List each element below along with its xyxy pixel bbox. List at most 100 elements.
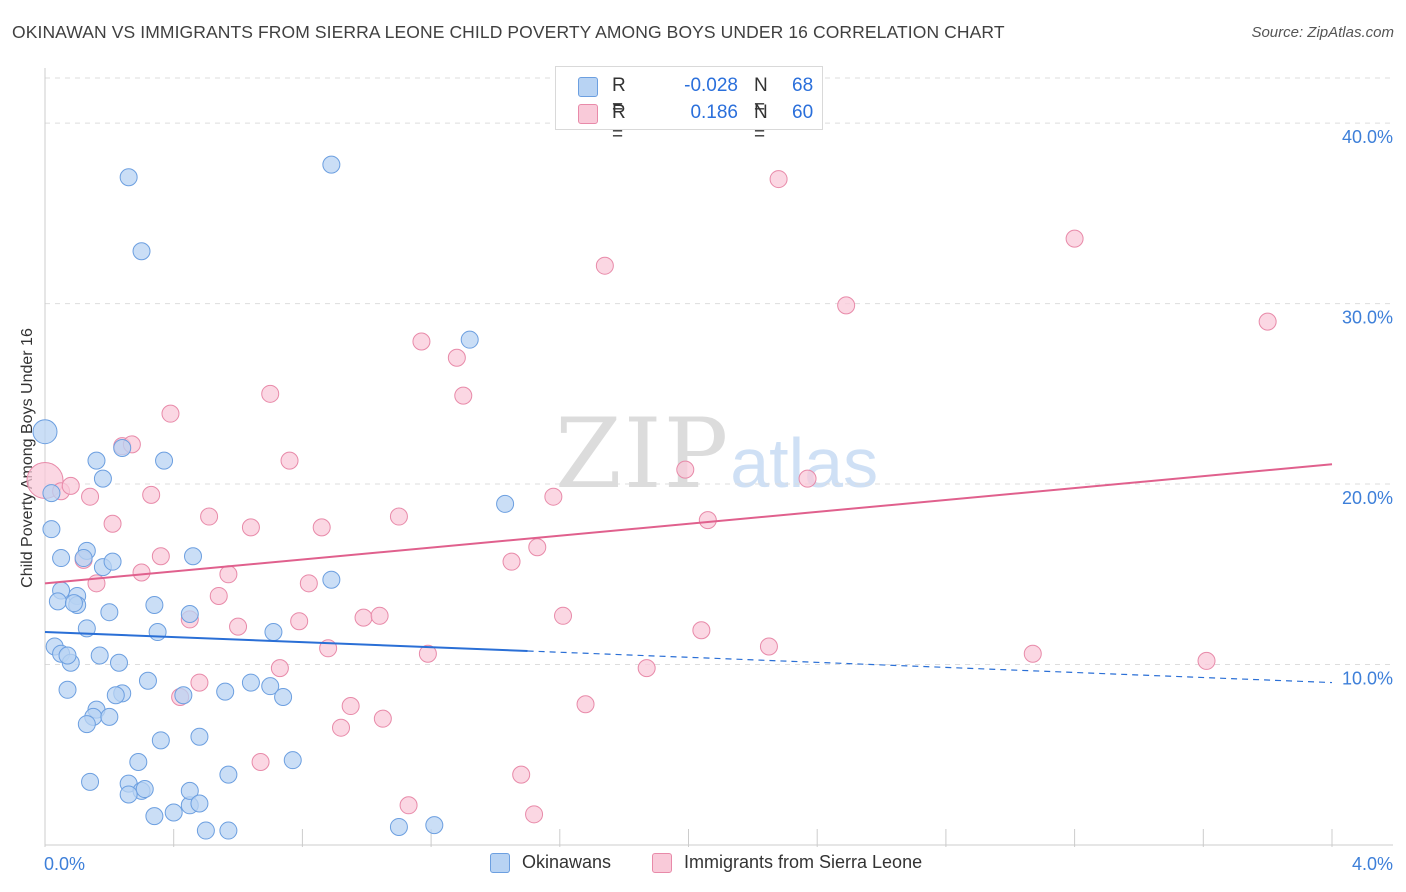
okinawan-point <box>180 604 199 623</box>
okinawan-trendline <box>44 631 528 652</box>
sierra-leone-point <box>769 170 788 189</box>
okinawan-point <box>216 682 235 701</box>
sierra-leone-point <box>447 348 466 367</box>
okinawan-point <box>322 155 341 174</box>
source-credit: Source: ZipAtlas.com <box>1251 24 1394 41</box>
n-label: N = <box>754 102 768 145</box>
sierra-leone-point <box>525 805 544 824</box>
sierra-leone-point <box>759 637 778 656</box>
watermark: ZIPatlas <box>555 398 878 510</box>
okinawan-point <box>110 653 129 672</box>
sierra-leone-point <box>692 621 711 640</box>
sierra-leone-point <box>103 514 122 533</box>
sierra-leone-point <box>1065 229 1084 248</box>
okinawan-point <box>496 494 515 513</box>
r-value: 0.186 <box>690 102 738 123</box>
sierra-leone-point <box>200 507 219 526</box>
series-legend: Okinawans Immigrants from Sierra Leone <box>0 852 1406 876</box>
okinawan-point <box>48 592 67 611</box>
sierra-leone-point <box>370 606 389 625</box>
okinawan-point <box>58 646 77 665</box>
sierra-leone-point <box>698 511 717 530</box>
okinawan-point <box>32 419 58 445</box>
sierra-leone-point <box>837 296 856 315</box>
y-tick-label: 40.0% <box>1342 127 1393 147</box>
sierra-leone-point <box>512 765 531 784</box>
okinawans-swatch <box>490 853 510 873</box>
okinawan-point <box>145 595 164 614</box>
okinawan-point <box>184 547 203 566</box>
okinawan-point <box>241 673 260 692</box>
okinawan-point <box>219 765 238 784</box>
okinawan-point <box>190 727 209 746</box>
okinawan-point <box>283 751 302 770</box>
okinawan-trendline-extension <box>527 650 1333 684</box>
okinawan-point <box>460 330 479 349</box>
watermark-zip: ZIP <box>555 398 731 510</box>
okinawan-point <box>74 549 93 568</box>
okinawan-point <box>93 469 112 488</box>
sierra-leone-point <box>528 538 547 557</box>
okinawan-point <box>64 594 83 613</box>
okinawan-point <box>138 671 157 690</box>
legend-label: Immigrants from Sierra Leone <box>684 852 923 872</box>
sierra-leone-swatch <box>652 853 672 873</box>
sierra-leone-point <box>229 617 248 636</box>
n-value: 60 <box>792 102 814 123</box>
okinawan-point <box>113 438 132 457</box>
n-label: N = <box>754 75 768 118</box>
okinawan-point <box>103 552 122 571</box>
sierra-leone-point <box>280 451 299 470</box>
sierra-leone-point <box>454 386 473 405</box>
okinawan-point <box>264 623 283 642</box>
okinawan-point <box>119 168 138 187</box>
sierra-leone-point <box>219 565 238 584</box>
okinawan-point <box>155 451 174 470</box>
sierra-leone-point <box>389 507 408 526</box>
sierra-leone-point <box>354 608 373 627</box>
sierra-leone-point <box>132 563 151 582</box>
sierra-leone-point <box>576 695 595 714</box>
sierra-leone-point <box>399 796 418 815</box>
chart-title: OKINAWAN VS IMMIGRANTS FROM SIERRA LEONE… <box>12 22 1005 42</box>
sierra-leone-point <box>270 659 289 678</box>
sierra-leone-trendline <box>44 463 1333 585</box>
okinawan-point <box>81 772 100 791</box>
okinawan-point <box>106 686 125 705</box>
okinawan-point <box>180 781 199 800</box>
sierra-leone-point <box>373 709 392 728</box>
r-label: R = <box>612 102 626 145</box>
sierra-leone-point <box>412 332 431 351</box>
sierra-leone-point <box>554 606 573 625</box>
sierra-leone-point <box>341 697 360 716</box>
sierra-leone-point <box>544 487 563 506</box>
sierra-leone-point <box>1197 651 1216 670</box>
okinawan-point <box>425 816 444 835</box>
okinawan-point <box>87 451 106 470</box>
okinawan-point <box>151 731 170 750</box>
r-value: -0.028 <box>684 75 738 96</box>
sierra-leone-point <box>502 552 521 571</box>
sierra-leone-point <box>209 586 228 605</box>
sierra-leone-point <box>290 612 309 631</box>
r-label: R = <box>612 75 626 118</box>
sierra-leone-point <box>1023 644 1042 663</box>
sierra-leone-point <box>798 469 817 488</box>
okinawan-point <box>219 821 238 840</box>
sierra-leone-point <box>637 659 656 678</box>
sierra-leone-point <box>161 404 180 423</box>
okinawan-point <box>119 785 138 804</box>
sierra-leone-point <box>251 752 270 771</box>
okinawans-swatch <box>578 77 598 97</box>
sierra-leone-point <box>418 644 437 663</box>
okinawan-point <box>100 707 119 726</box>
okinawan-point <box>129 752 148 771</box>
y-tick-label: 30.0% <box>1342 308 1393 328</box>
sierra-leone-point <box>241 518 260 537</box>
okinawan-point <box>42 520 61 539</box>
sierra-leone-swatch <box>578 104 598 124</box>
okinawan-point <box>322 570 341 589</box>
okinawan-point <box>196 821 215 840</box>
okinawan-point <box>261 677 280 696</box>
okinawan-point <box>164 803 183 822</box>
